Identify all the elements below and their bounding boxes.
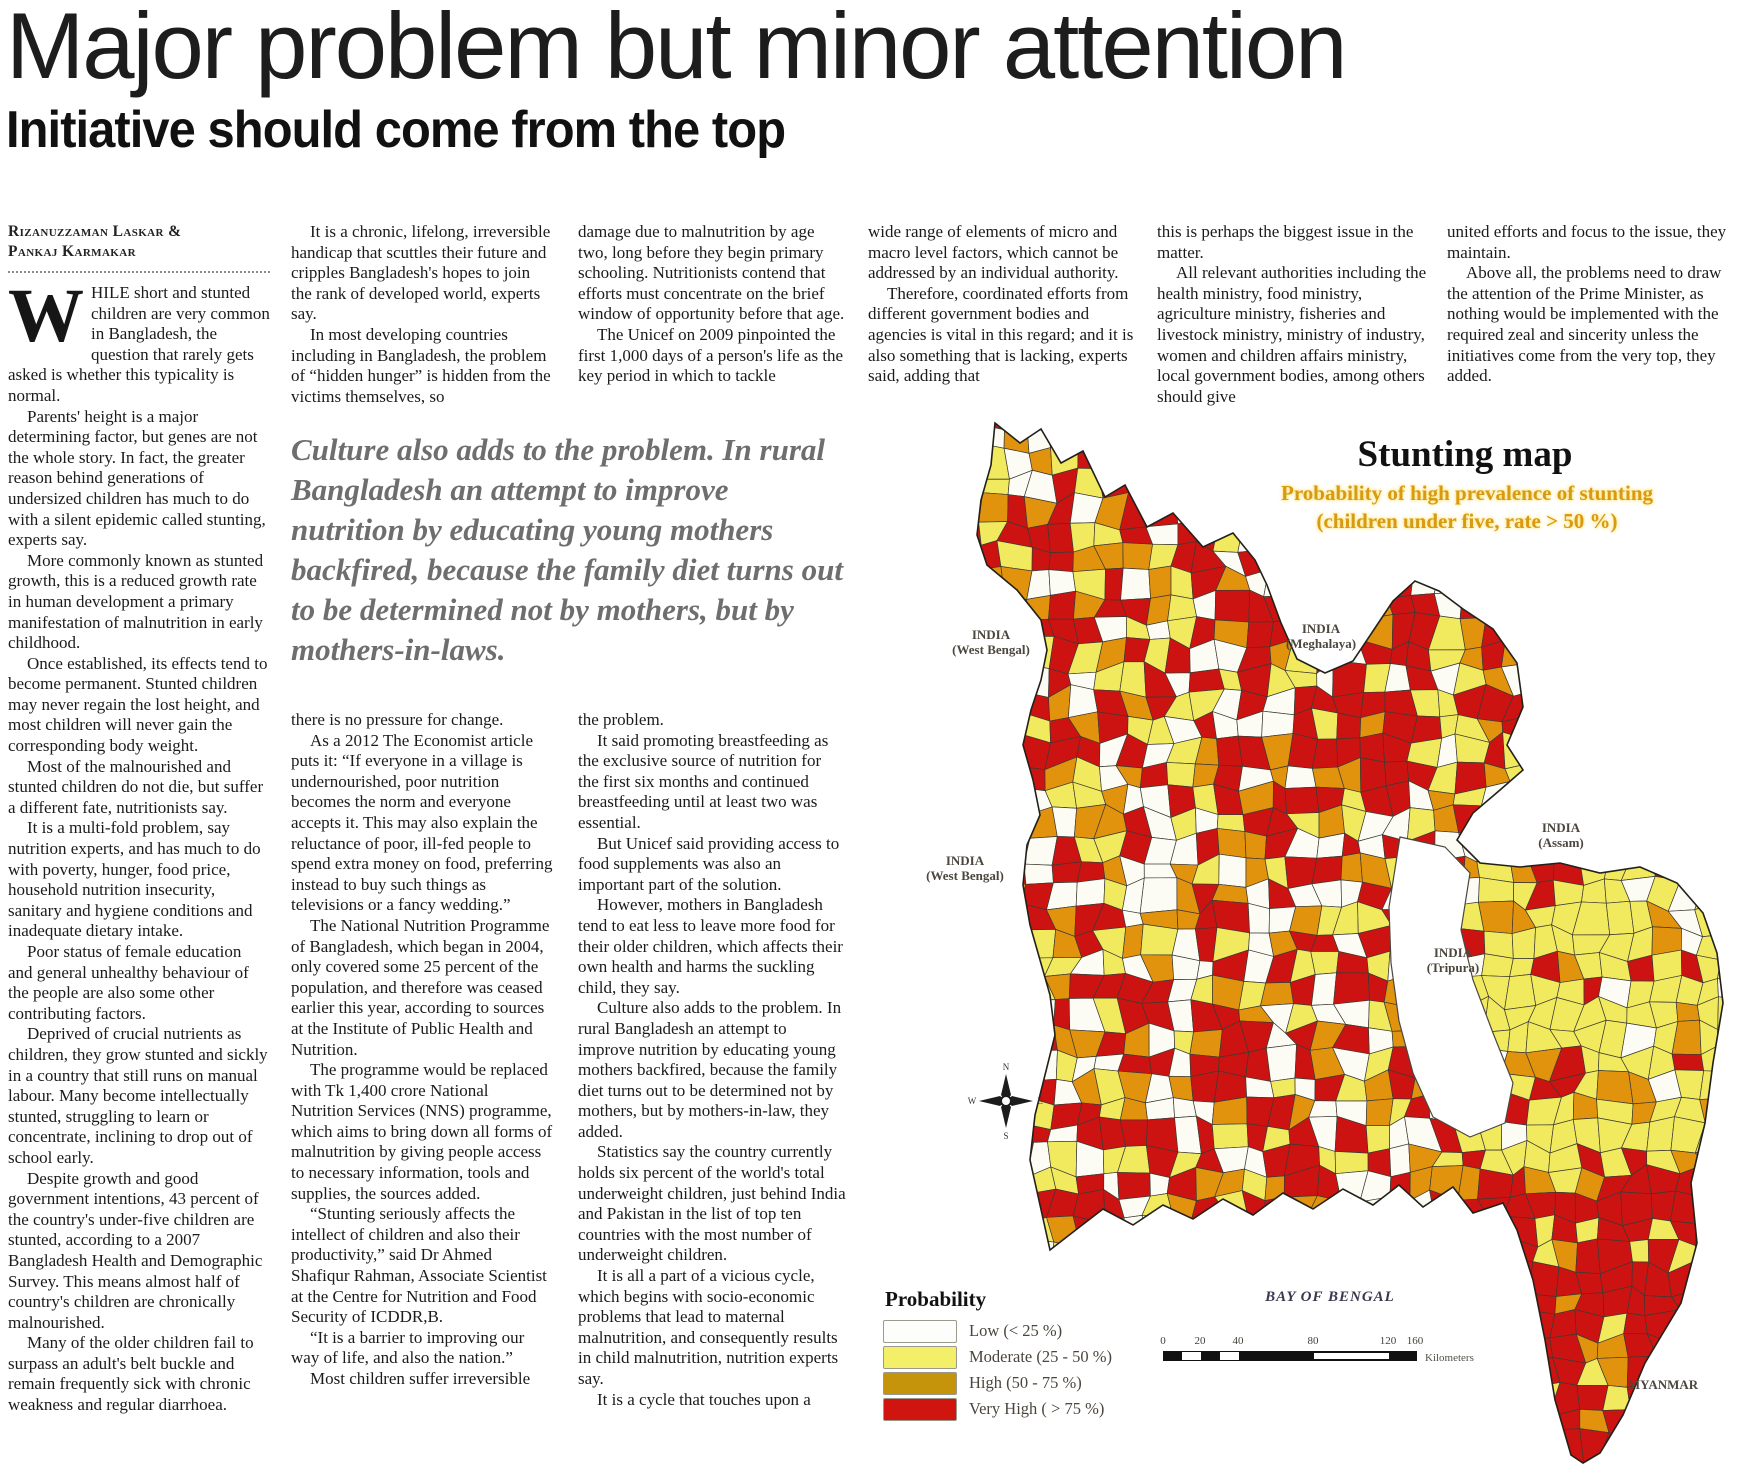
byline: Rizanuzzaman Laskar & Pankaj Karmakar bbox=[8, 222, 270, 262]
paragraph: there is no pressure for change. bbox=[291, 710, 504, 729]
country-outline bbox=[976, 421, 1724, 1464]
svg-text:S: S bbox=[1003, 1131, 1008, 1141]
paragraph: Despite growth and good government inten… bbox=[8, 1168, 263, 1332]
article-column-3-top: damage due to malnutrition by age two, l… bbox=[578, 222, 846, 427]
paragraph: In most developing countries including i… bbox=[291, 324, 551, 406]
paragraph: Once established, its effects tend to be… bbox=[8, 653, 268, 756]
legend-label-high: High (50 - 75 %) bbox=[969, 1373, 1082, 1392]
stunting-map: N W E S Stunting map Probability of high… bbox=[855, 415, 1750, 1475]
paragraph: Above all, the problems need to draw the… bbox=[1447, 263, 1722, 386]
scale-tick: 20 bbox=[1194, 1335, 1206, 1347]
column-1-paragraphs: Parents' height is a major determining f… bbox=[8, 407, 270, 1416]
label-myanmar: MYANMAR bbox=[1627, 1377, 1699, 1392]
scale-tick: 80 bbox=[1307, 1335, 1319, 1347]
paragraph: Most of the malnourished and stunted chi… bbox=[8, 756, 264, 817]
headline: Major problem but minor attention bbox=[6, 0, 1347, 98]
paragraph: However, mothers in Bangladesh tend to e… bbox=[578, 895, 843, 997]
article-column-2-bottom: there is no pressure for change. As a 201… bbox=[291, 710, 553, 1470]
map-subtitle-line1: Probability of high prevalence of stunti… bbox=[1280, 481, 1654, 505]
label-india-tripura: INDIA (Tripura) bbox=[1426, 945, 1480, 975]
article-column-3-bottom: the problem. It said promoting breastfeed… bbox=[578, 710, 846, 1470]
article-column-4-top: wide range of elements of micro and macr… bbox=[868, 222, 1134, 432]
compass-rose-icon: N W E S bbox=[968, 1062, 1044, 1141]
article-column-5-top: this is perhaps the biggest issue in the… bbox=[1157, 222, 1429, 452]
paragraph: wide range of elements of micro and macr… bbox=[868, 222, 1119, 283]
paragraph: More commonly known as stunted growth, t… bbox=[8, 550, 264, 653]
paragraph: this is perhaps the biggest issue in the… bbox=[1157, 222, 1414, 262]
svg-text:W: W bbox=[968, 1096, 977, 1106]
paragraph: Culture also adds to the problem. In rur… bbox=[578, 998, 842, 1141]
paragraph: Therefore, coordinated efforts from diff… bbox=[868, 283, 1134, 386]
label-bay-of-bengal: BAY OF BENGAL bbox=[1265, 1289, 1395, 1305]
paragraph: It is a cycle that touches upon a bbox=[597, 1389, 811, 1409]
scale-ticks: 0 20 40 80 120 160 bbox=[1160, 1335, 1463, 1349]
legend-label-very-high: Very High ( > 75 %) bbox=[969, 1399, 1105, 1418]
article-column-6-top: united efforts and focus to the issue, t… bbox=[1447, 222, 1737, 452]
legend-label-low: Low (< 25 %) bbox=[969, 1321, 1063, 1340]
pull-quote: Culture also adds to the problem. In rur… bbox=[291, 432, 843, 667]
legend-swatch-high bbox=[883, 1372, 957, 1395]
paragraph: It said promoting breastfeeding as the e… bbox=[578, 730, 829, 832]
paragraph: It is a multi-fold problem, say nutritio… bbox=[8, 818, 261, 941]
paragraph: Statistics say the country currently hol… bbox=[578, 1142, 846, 1265]
paragraph: damage due to malnutrition by age two, l… bbox=[578, 222, 845, 324]
subheadline: Initiative should come from the top bbox=[6, 101, 786, 159]
svg-text:E: E bbox=[1037, 1096, 1043, 1106]
tripura-enclave bbox=[1388, 836, 1514, 1138]
label-india-meghalaya: INDIA (Meghalaya) bbox=[1285, 621, 1357, 651]
legend-title: Probability bbox=[885, 1287, 987, 1311]
stunting-map-graphic: N W E S bbox=[968, 421, 1724, 1464]
byline-author-2: Pankaj Karmakar bbox=[8, 243, 136, 260]
byline-author-1: Rizanuzzaman Laskar & bbox=[8, 223, 182, 240]
legend-swatch-very-high bbox=[883, 1398, 957, 1421]
label-india-west-bengal-south: INDIA (West Bengal) bbox=[926, 853, 1004, 883]
paragraph: the problem. bbox=[578, 710, 664, 729]
label-india-west-bengal-north: INDIA (West Bengal) bbox=[952, 627, 1030, 657]
paragraph: Deprived of crucial nutrients as childre… bbox=[8, 1024, 268, 1167]
paragraph: “It is a barrier to improving our way of… bbox=[291, 1327, 525, 1368]
paragraph: Many of the older children fail to surpa… bbox=[8, 1333, 254, 1415]
svg-text:N: N bbox=[1003, 1062, 1010, 1072]
paragraph: The National Nutrition Programme of Bang… bbox=[291, 915, 550, 1059]
paragraph: united efforts and focus to the issue, t… bbox=[1447, 222, 1727, 262]
map-scale-bar: 0 20 40 80 120 160 Kilometers bbox=[1160, 1335, 1474, 1375]
legend-swatch-moderate bbox=[883, 1346, 957, 1369]
paragraph: It is all a part of a vicious cycle, whi… bbox=[578, 1266, 839, 1388]
lead-paragraph: W HILE short and stunted children are ver… bbox=[8, 274, 270, 407]
paragraph: Most children suffer irreversible bbox=[310, 1369, 531, 1388]
paragraph: The programme would be replaced with Tk … bbox=[291, 1060, 553, 1203]
drop-cap: W bbox=[8, 274, 84, 358]
scale-strip bbox=[1163, 1351, 1417, 1361]
map-title: Stunting map bbox=[1357, 434, 1573, 475]
paragraph: “Stunting seriously affects the intellec… bbox=[291, 1204, 547, 1327]
article-column-2-top: It is a chronic, lifelong, irreversible … bbox=[291, 222, 553, 427]
paragraph: All relevant authorities including the h… bbox=[1157, 263, 1427, 406]
legend-swatch-low bbox=[883, 1320, 957, 1343]
paragraph: It is a chronic, lifelong, irreversible … bbox=[291, 222, 551, 324]
scale-tick: 120 bbox=[1379, 1335, 1397, 1347]
scale-tick: 0 bbox=[1160, 1335, 1166, 1347]
scale-unit: Kilometers bbox=[1425, 1352, 1474, 1364]
byline-rule bbox=[8, 271, 270, 273]
label-india-assam: INDIA (Assam) bbox=[1538, 820, 1584, 850]
paragraph: The Unicef on 2009 pinpointed the first … bbox=[578, 324, 844, 386]
paragraph: Parents' height is a major determining f… bbox=[8, 406, 266, 550]
scale-tick: 40 bbox=[1232, 1335, 1244, 1347]
lead-paragraph-text: HILE short and stunted children are very… bbox=[8, 283, 270, 405]
district-mosaic bbox=[977, 423, 1723, 1463]
map-subtitle-line2: (children under five, rate > 50 %) bbox=[1316, 509, 1618, 533]
paragraph: As a 2012 The Economist article puts it:… bbox=[291, 730, 553, 915]
legend-label-moderate: Moderate (25 - 50 %) bbox=[969, 1347, 1112, 1366]
paragraph: But Unicef said providing access to food… bbox=[578, 833, 840, 894]
paragraph: Poor status of female education and gene… bbox=[8, 942, 249, 1023]
scale-tick: 160 bbox=[1406, 1335, 1424, 1347]
